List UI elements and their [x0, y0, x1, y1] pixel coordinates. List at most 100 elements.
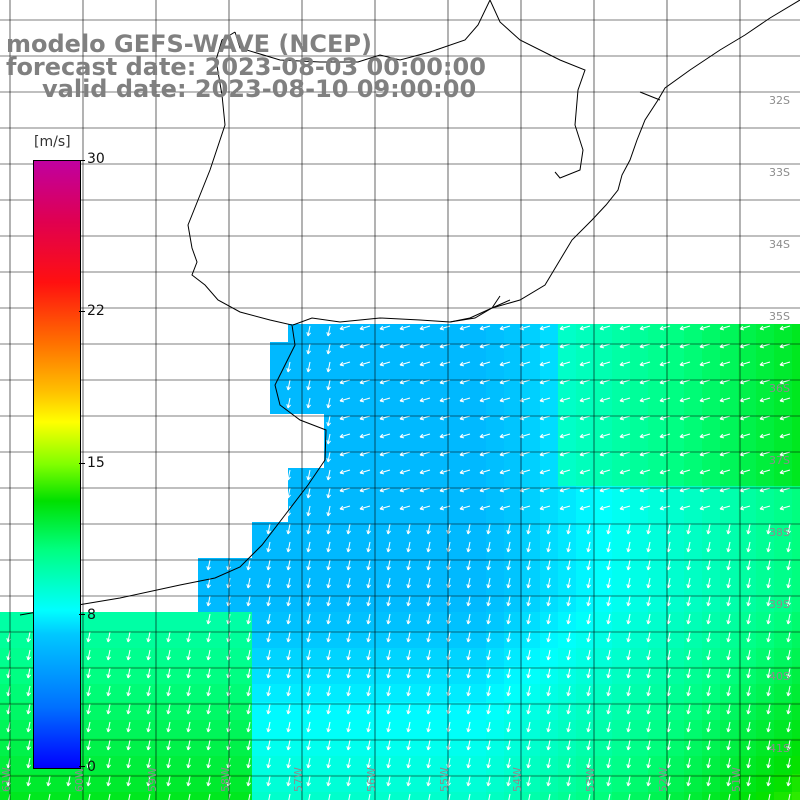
wind-arrow: [539, 415, 551, 421]
wind-arrow: [359, 361, 371, 367]
wind-arrow: [366, 721, 371, 733]
wind-speed-cell: [450, 342, 468, 360]
wind-speed-cell: [522, 342, 540, 360]
wind-arrow: [168, 793, 171, 800]
wind-speed-cell: [594, 792, 612, 800]
wind-arrow: [246, 631, 251, 643]
wind-speed-cell: [414, 630, 432, 648]
wind-speed-cell: [396, 666, 414, 684]
lat-label: 32S: [769, 94, 790, 107]
wind-arrow: [26, 631, 31, 643]
wind-arrow: [699, 469, 711, 475]
wind-speed-cell: [414, 594, 432, 612]
wind-speed-cell: [432, 684, 450, 702]
wind-speed-cell: [378, 792, 396, 800]
wind-arrow: [386, 649, 391, 661]
wind-speed-cell: [324, 432, 342, 450]
wind-arrow: [206, 703, 211, 715]
wind-arrow: [306, 325, 311, 337]
wind-arrow: [619, 379, 631, 385]
wind-speed-cell: [252, 720, 270, 738]
wind-arrow: [459, 469, 471, 475]
wind-arrow: [586, 649, 591, 661]
wind-arrow: [286, 613, 291, 625]
wind-speed-cell: [432, 612, 450, 630]
wind-arrow: [246, 703, 251, 715]
wind-arrow: [246, 739, 251, 751]
wind-speed-cell: [342, 648, 360, 666]
wind-arrow: [479, 469, 491, 475]
wind-speed-cell: [432, 756, 450, 774]
wind-arrow: [126, 757, 131, 769]
wind-speed-cell: [522, 756, 540, 774]
wind-speed-cell: [144, 666, 162, 684]
wind-arrow: [326, 631, 331, 643]
wind-arrow: [266, 541, 271, 553]
wind-speed-cell: [594, 702, 612, 720]
wind-speed-cell: [594, 648, 612, 666]
wind-arrow: [706, 613, 711, 625]
wind-arrow: [786, 523, 791, 535]
wind-speed-cell: [792, 792, 800, 800]
wind-arrow: [526, 649, 531, 661]
wind-arrow: [779, 487, 791, 493]
wind-speed-cell: [702, 468, 720, 486]
colorbar-tick: [79, 614, 85, 615]
wind-speed-cell: [648, 324, 666, 342]
wind-speed-cell: [324, 396, 342, 414]
wind-speed-cell: [432, 666, 450, 684]
wind-arrow: [579, 415, 591, 421]
wind-arrow: [246, 595, 251, 607]
wind-arrow: [566, 541, 571, 553]
wind-arrow: [766, 577, 771, 589]
wind-speed-cell: [486, 630, 504, 648]
model-title: modelo GEFS-WAVE (NCEP): [6, 30, 372, 58]
wind-speed-cell: [450, 756, 468, 774]
wind-arrow: [786, 739, 791, 751]
wind-speed-cell: [252, 540, 270, 558]
wind-arrow: [86, 775, 91, 787]
wind-speed-cell: [450, 576, 468, 594]
ocean-wind-field: [0, 324, 800, 800]
wind-speed-cell: [702, 450, 720, 468]
wind-speed-cell: [684, 450, 702, 468]
wind-arrow: [479, 505, 491, 511]
wind-arrow: [746, 667, 751, 679]
wind-speed-cell: [360, 396, 378, 414]
wind-arrow: [679, 343, 691, 349]
wind-arrow: [106, 757, 111, 769]
wind-speed-cell: [36, 774, 54, 792]
lat-label: 38S: [769, 526, 790, 539]
wind-speed-cell: [504, 756, 522, 774]
wind-arrow: [606, 523, 611, 535]
wind-speed-cell: [648, 738, 666, 756]
wind-speed-cell: [684, 594, 702, 612]
wind-speed-cell: [792, 324, 800, 342]
wind-arrow: [146, 631, 151, 643]
wind-speed-cell: [486, 342, 504, 360]
wind-speed-cell: [522, 738, 540, 756]
wind-arrow: [686, 721, 691, 733]
wind-arrow: [746, 703, 751, 715]
wind-arrow: [486, 541, 491, 553]
wind-arrow: [419, 469, 431, 475]
wind-arrow: [546, 613, 551, 625]
wind-arrow: [779, 469, 791, 475]
wind-arrow: [346, 739, 351, 751]
wind-arrow: [519, 451, 531, 457]
wind-speed-cell: [270, 648, 288, 666]
wind-speed-cell: [216, 720, 234, 738]
wind-speed-cell: [774, 414, 792, 432]
wind-arrow: [426, 667, 431, 679]
wind-arrow: [566, 685, 571, 697]
wind-arrow: [286, 721, 291, 733]
wind-speed-cell: [756, 558, 774, 576]
wind-speed-cell: [360, 450, 378, 468]
wind-arrow: [539, 397, 551, 403]
wind-speed-cell: [504, 648, 522, 666]
wind-speed-cell: [414, 702, 432, 720]
wind-arrow: [739, 451, 751, 457]
wind-arrow: [766, 541, 771, 553]
wind-speed-cell: [702, 540, 720, 558]
wind-speed-cell: [612, 504, 630, 522]
